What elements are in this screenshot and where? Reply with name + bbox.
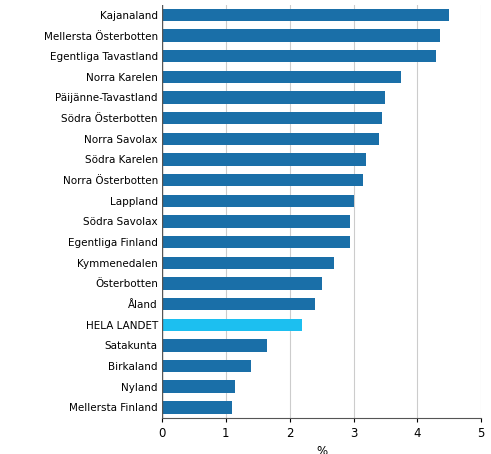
Bar	[162, 30, 439, 42]
Bar	[162, 174, 363, 186]
Bar	[162, 360, 251, 372]
Bar	[162, 71, 401, 83]
Bar	[162, 153, 366, 166]
Bar	[162, 195, 354, 207]
Bar	[162, 401, 232, 414]
Bar	[162, 112, 382, 124]
Bar	[162, 236, 351, 248]
X-axis label: %: %	[316, 445, 327, 454]
Bar	[162, 319, 302, 331]
Bar	[162, 50, 436, 62]
Bar	[162, 277, 322, 290]
Bar	[162, 133, 379, 145]
Bar	[162, 215, 351, 227]
Bar	[162, 380, 236, 393]
Bar	[162, 91, 385, 104]
Bar	[162, 9, 449, 21]
Bar	[162, 339, 267, 351]
Bar	[162, 257, 334, 269]
Bar	[162, 298, 315, 310]
